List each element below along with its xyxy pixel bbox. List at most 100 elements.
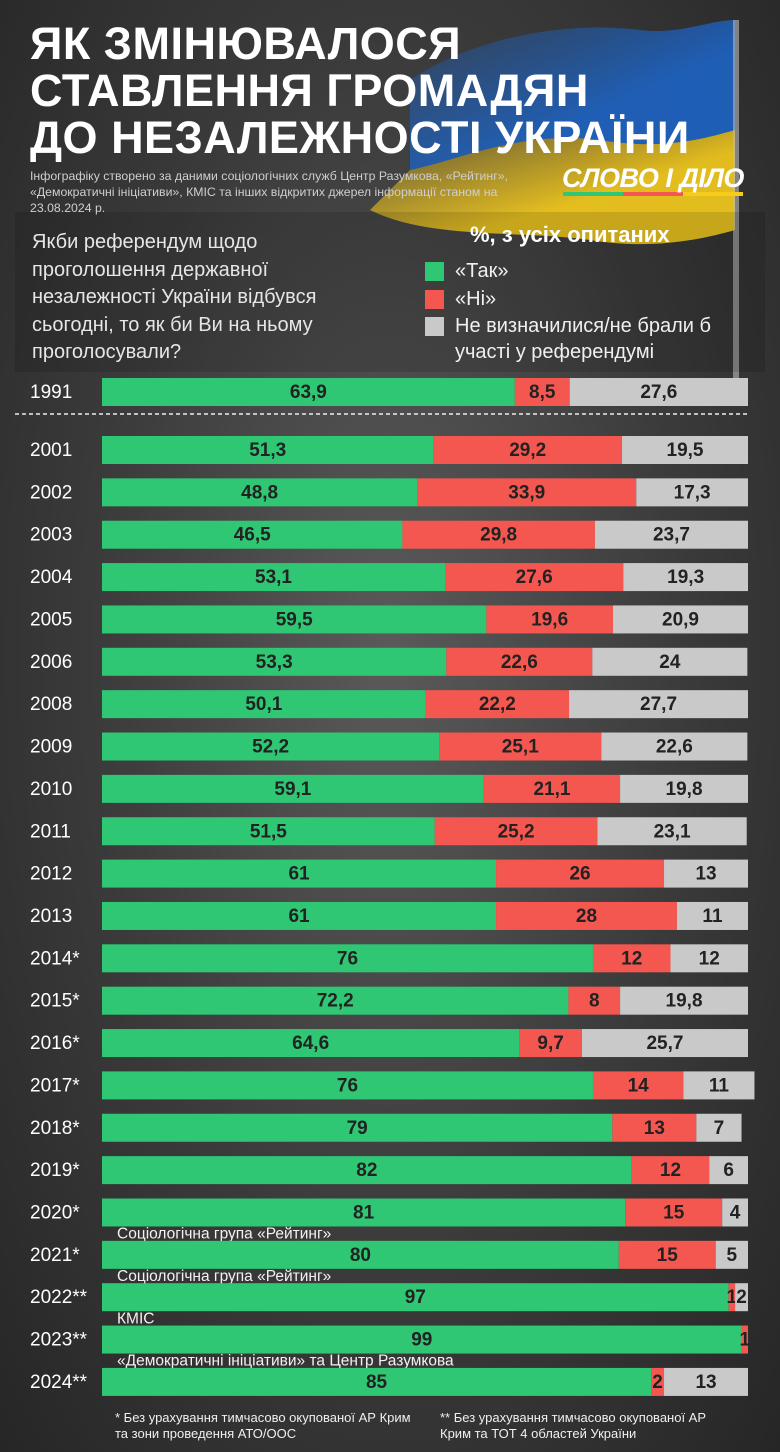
year-label: 2020* xyxy=(30,1202,80,1223)
brand-bar xyxy=(623,192,683,196)
bar-segment xyxy=(636,478,748,507)
value-label: 59,1 xyxy=(274,779,311,800)
brand-bar xyxy=(563,192,623,196)
value-label: 82 xyxy=(356,1160,377,1181)
value-label: 28 xyxy=(576,906,597,927)
value-label: 80 xyxy=(350,1245,371,1266)
year-label: 2021* xyxy=(30,1245,80,1266)
year-label: 2022** xyxy=(30,1287,88,1308)
bar-segment xyxy=(651,1367,665,1396)
bar-segment xyxy=(715,1240,748,1269)
value-label: 19,8 xyxy=(666,779,703,800)
bar-segment xyxy=(592,944,671,973)
legend-label: «Так» xyxy=(455,260,509,282)
value-label: 51,5 xyxy=(250,821,287,842)
value-label: 22,6 xyxy=(656,737,693,758)
value-label: 33,9 xyxy=(508,482,545,503)
bar-segment xyxy=(612,605,748,634)
source-note: КМІС xyxy=(117,1310,154,1327)
bar-segment xyxy=(102,520,403,549)
bar-segment xyxy=(102,690,426,719)
value-label: 81 xyxy=(353,1202,375,1223)
value-label: 14 xyxy=(628,1075,650,1096)
value-label: 64,6 xyxy=(292,1033,329,1054)
value-label: 29,8 xyxy=(480,525,517,546)
value-label: 19,5 xyxy=(667,440,704,461)
value-label: 8 xyxy=(589,991,600,1012)
bar-segment xyxy=(102,944,593,973)
value-label: 53,1 xyxy=(255,567,292,588)
value-label: 53,3 xyxy=(256,652,293,673)
value-label: 13 xyxy=(644,1118,665,1139)
value-label: 11 xyxy=(702,906,723,927)
year-label: 2008 xyxy=(30,694,72,715)
bar-segment xyxy=(594,520,748,549)
bar-segment xyxy=(496,859,665,888)
bar-segment xyxy=(102,1113,613,1142)
bar-segment xyxy=(592,1071,684,1100)
footnote: ** Без урахування тимчасово окупованої А… xyxy=(440,1410,707,1441)
value-label: 27,6 xyxy=(640,382,677,403)
value-label: 15 xyxy=(663,1202,685,1223)
bar-segment xyxy=(741,1325,748,1354)
source-note: Соціологічна група «Рейтинг» xyxy=(117,1268,331,1285)
year-label: 2016* xyxy=(30,1033,80,1054)
value-label: 7 xyxy=(714,1118,725,1139)
bar-segment xyxy=(486,605,613,634)
bar-segment xyxy=(519,1029,582,1058)
bar-segment xyxy=(568,986,621,1015)
bar-segment xyxy=(102,378,515,406)
year-label: 2023** xyxy=(30,1330,88,1351)
bar-segment xyxy=(433,436,623,464)
bar-segment xyxy=(683,1071,755,1100)
value-label: 52,2 xyxy=(252,737,289,758)
bar-segment xyxy=(102,986,569,1015)
value-label: 12 xyxy=(660,1160,681,1181)
bar-segment xyxy=(425,690,570,719)
bar-segment xyxy=(735,1283,748,1312)
bar-segment xyxy=(402,520,595,549)
legend-swatch xyxy=(425,317,444,336)
title-line: ЯК ЗМІНЮВАЛОСЯ xyxy=(30,18,462,69)
bar-segment xyxy=(102,1071,593,1100)
value-label: 9,7 xyxy=(537,1033,563,1054)
year-label: 2014* xyxy=(30,948,80,969)
value-label: 25,2 xyxy=(498,821,535,842)
value-label: 8,5 xyxy=(529,382,556,403)
value-label: 59,5 xyxy=(276,609,313,630)
title-line: СТАВЛЕННЯ ГРОМАДЯН xyxy=(30,65,589,116)
value-label: 46,5 xyxy=(234,525,271,546)
bar-segment xyxy=(728,1283,736,1312)
bar-segment xyxy=(612,1113,697,1142)
value-label: 29,2 xyxy=(509,440,546,461)
bar-segment xyxy=(102,732,440,761)
value-label: 12 xyxy=(699,948,720,969)
value-label: 79 xyxy=(347,1118,368,1139)
value-label: 26 xyxy=(569,864,590,885)
year-label: 2018* xyxy=(30,1118,80,1139)
value-label: 61 xyxy=(288,864,310,885)
bar-segment xyxy=(569,378,748,406)
value-label: 22,6 xyxy=(501,652,538,673)
bar-segment xyxy=(618,1240,716,1269)
bar-segment xyxy=(709,1156,748,1185)
value-label: 76 xyxy=(337,1075,358,1096)
question: Якби референдум щодо проголошення держав… xyxy=(32,231,317,363)
bar-segment xyxy=(625,1198,723,1227)
year-label: 2015* xyxy=(30,991,80,1012)
value-label: 27,7 xyxy=(640,694,677,715)
bar-segment xyxy=(696,1113,742,1142)
bar-segment xyxy=(664,1367,748,1396)
bar-segment xyxy=(620,986,748,1015)
bar-segment xyxy=(581,1029,748,1058)
value-label: 13 xyxy=(695,1372,716,1393)
value-label: 1 xyxy=(739,1330,750,1351)
bar-segment xyxy=(670,944,748,973)
bar-segment xyxy=(102,901,497,930)
value-label: 97 xyxy=(405,1287,426,1308)
bar-segment xyxy=(631,1156,710,1185)
value-label: 2 xyxy=(652,1372,663,1393)
brand: СЛОВО І ДІЛО xyxy=(562,163,744,193)
year-label: 2009 xyxy=(30,737,72,758)
